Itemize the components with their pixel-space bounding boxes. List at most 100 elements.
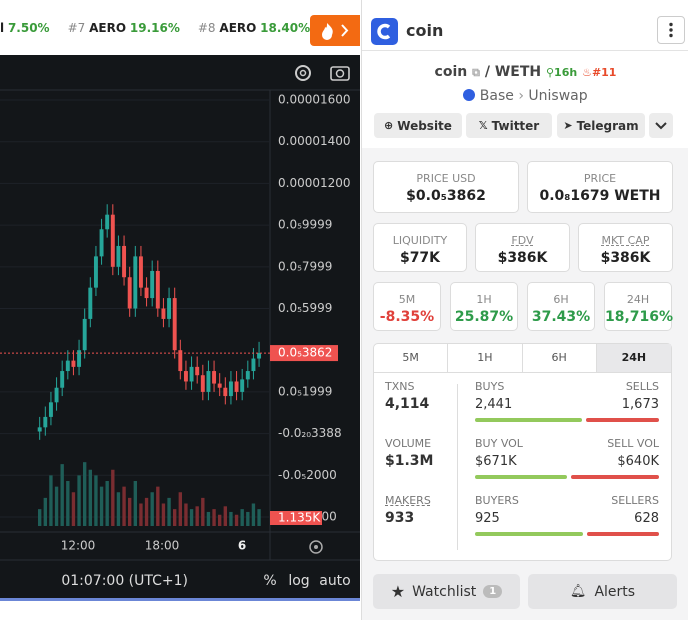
candle-body	[206, 371, 211, 392]
pair-panel: coin coin ⧉ / WETH ⚲16h ♨#11 Base › Unis…	[361, 0, 688, 620]
volume-bar	[206, 511, 211, 526]
candle-body	[150, 270, 155, 299]
buy-bar	[475, 475, 568, 479]
y-tick-label: -0.0₅2000	[278, 468, 337, 482]
timeframe-tab[interactable]: 6H	[523, 344, 597, 372]
card-value: $77K	[399, 250, 441, 266]
ticker-symbol: l	[0, 20, 5, 35]
screenshot-icon[interactable]	[330, 66, 350, 81]
volume-bar	[257, 509, 261, 526]
candle-body	[105, 214, 110, 230]
volume-bar	[83, 462, 87, 526]
card-label: PRICE USD	[416, 172, 476, 185]
y-tick-label: 0.00001200	[278, 176, 351, 190]
card-label: FDV	[511, 234, 534, 247]
ticker-item[interactable]: #7 AERO 19.16%	[68, 21, 180, 35]
sell-value: 1,673	[621, 397, 659, 412]
chain[interactable]: Base	[479, 88, 514, 104]
auto-toggle[interactable]: auto	[319, 573, 351, 589]
copy-icon[interactable]: ⧉	[472, 66, 480, 79]
watchlist-button[interactable]: ★ Watchlist 1	[373, 574, 520, 609]
candle-body	[195, 366, 200, 376]
alerts-button[interactable]: 🔔︎ Alerts	[528, 574, 677, 609]
dex[interactable]: Uniswap	[528, 88, 588, 104]
candle-body	[257, 353, 262, 359]
telegram-button[interactable]: ➤ Telegram	[557, 113, 645, 138]
mkt-cap-card: MKT CAP $386K	[578, 223, 673, 272]
y-tick-label: 0.0₅1999	[278, 384, 332, 398]
percent-toggle[interactable]: %	[263, 573, 276, 589]
candle-body	[161, 308, 166, 319]
change-card: 1H 25.87%	[450, 282, 518, 331]
ticker-item[interactable]: l 7.50%	[0, 21, 50, 35]
timeframe-tab[interactable]: 5M	[374, 344, 449, 372]
sell-value: $640K	[617, 454, 659, 469]
time-axis-settings[interactable]	[309, 540, 323, 554]
buy-label: BUY VOL	[475, 437, 523, 450]
candle-body	[223, 387, 228, 397]
trending-icon	[322, 23, 349, 40]
price-usd-card: PRICE USD $0.0₅3862	[373, 161, 519, 213]
card-label: 1H	[476, 293, 492, 306]
card-value: $0.0₅3862	[406, 188, 486, 204]
timeframe-tabs: 5M 1H 6H 24H	[374, 344, 671, 373]
panel-divider	[0, 598, 360, 601]
candle-body	[122, 245, 127, 278]
ticker-rank: #8	[197, 20, 216, 35]
timezone[interactable]: 01:07:00 (UTC+1)	[61, 573, 188, 589]
volume-bar	[229, 511, 233, 526]
token-logo	[371, 18, 398, 45]
volume-bar	[212, 509, 216, 526]
volume-bar	[60, 464, 64, 526]
candle-body	[99, 229, 104, 257]
age-badge: ⚲16h	[545, 66, 578, 79]
menu-button[interactable]	[657, 16, 685, 44]
price-tag-label: 0.0₅3862	[278, 346, 332, 360]
more-links-button[interactable]	[649, 113, 673, 138]
candle-body	[212, 371, 217, 384]
volume-tag	[270, 511, 322, 525]
rank: #11	[591, 66, 617, 79]
chevron-icon	[655, 121, 667, 129]
settings-icon[interactable]	[295, 65, 311, 81]
timeframe-tab[interactable]: 24H	[596, 344, 671, 372]
candle-body	[110, 214, 115, 267]
card-label: 24H	[626, 293, 650, 306]
volume-bar	[128, 497, 132, 526]
candle-body	[60, 371, 65, 388]
volume-bar	[223, 506, 227, 526]
website-button[interactable]: ⊕ Website	[374, 113, 462, 138]
trending-button[interactable]	[310, 15, 360, 46]
candle-body	[71, 360, 76, 367]
volume-bar	[184, 503, 188, 526]
volume-bar	[161, 503, 166, 526]
candle-body	[133, 256, 138, 309]
buy-label: BUYERS	[475, 494, 519, 507]
watchlist-label: Watchlist	[412, 583, 477, 600]
candle-body	[189, 366, 194, 382]
log-toggle[interactable]: log	[288, 573, 309, 589]
twitter-button[interactable]: 𝕏 Twitter	[466, 113, 552, 138]
timeframe-tab[interactable]: 1H	[448, 344, 523, 372]
card-label: 5M	[398, 293, 416, 306]
ticker-item[interactable]: #8 AERO 18.40%	[198, 21, 310, 35]
card-value: 18,716%	[605, 309, 674, 325]
card-value: $386K	[497, 250, 548, 266]
candle-body	[43, 416, 48, 428]
change-card: 5M -8.35%	[373, 282, 441, 331]
y-tick-label: -0.0₂₀3388	[278, 426, 342, 440]
ticker-symbol: AERO	[89, 20, 127, 35]
card-label: 6H	[553, 293, 569, 306]
buy-value: 925	[475, 511, 500, 526]
candle-body	[88, 287, 93, 319]
sell-label: SELLS	[625, 380, 659, 393]
sell-bar	[586, 418, 659, 422]
buy-value: $671K	[475, 454, 517, 469]
buy-label: BUYS	[475, 380, 505, 393]
pair-title: coin ⧉ / WETH ⚲16h ♨#11	[362, 64, 688, 80]
header-divider	[362, 50, 688, 51]
stat-label: MAKERS	[385, 494, 431, 507]
stat-value: $1.3M	[385, 453, 434, 469]
ticker-symbol: AERO	[219, 20, 257, 35]
candle-body	[77, 350, 82, 367]
